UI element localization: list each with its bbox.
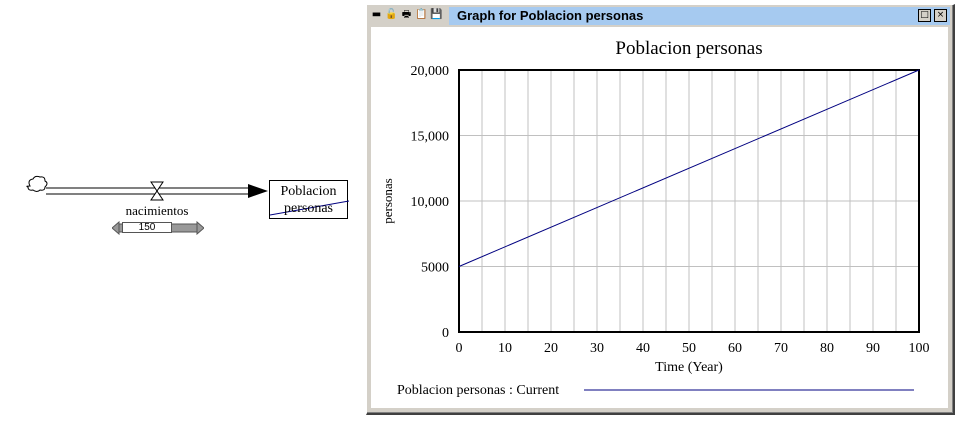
plot-frame [458,69,920,333]
lock-icon[interactable]: 🔓 [385,9,398,20]
graph-window: ▬ 🔓 🖶 📋 💾 Graph for Poblacion personas □… [366,4,955,415]
nacimientos-slider[interactable]: 150 [112,221,204,235]
graph-window-title: Graph for Poblacion personas [457,8,644,23]
stock-flow-diagram: Poblacion personas nacimientos 150 [0,0,360,421]
flow-pipe [46,184,268,198]
graph-toolbar: ▬ 🔓 🖶 📋 💾 [369,7,449,25]
stock-label: Poblacion personas [280,184,337,216]
copy-icon[interactable]: 📋 [415,9,428,20]
valve-icon[interactable] [150,181,164,201]
y-tick-label: 5000 [421,261,449,276]
x-tick-label: 80 [820,341,834,356]
stock-sparkline [270,200,349,216]
x-tick-label: 70 [774,341,788,356]
x-tick-label: 10 [498,341,512,356]
slider-value[interactable]: 150 [122,222,172,233]
y-tick-label: 0 [442,326,449,341]
x-tick-label: 100 [909,341,930,356]
y-tick-label: 20,000 [411,64,450,79]
graph-title-bar[interactable]: ▬ 🔓 🖶 📋 💾 Graph for Poblacion personas □… [369,7,950,25]
close-button[interactable]: × [934,9,947,22]
save-icon[interactable]: 💾 [430,9,443,20]
x-tick-label: 0 [456,341,463,356]
stock-poblacion-personas[interactable]: Poblacion personas [269,180,349,219]
x-tick-label: 30 [590,341,604,356]
y-tick-label: 15,000 [411,130,450,145]
series-line [458,69,920,267]
cloud-source-icon [26,175,48,192]
line-chart: Poblacion personas 0 10 20 30 40 50 60 70 80 90 100… [380,38,930,398]
flow-label-nacimientos: nacimientos [125,203,189,218]
graph-title-strip: Graph for Poblacion personas □ × [449,7,950,25]
x-tick-label: 40 [636,341,650,356]
y-tick-label: 10,000 [411,195,450,210]
print-icon[interactable]: 🖶 [401,9,412,20]
x-tick-label: 60 [728,341,742,356]
graph-panel: Poblacion personas 0 10 20 30 40 50 60 70 80 90 100… [371,27,948,408]
x-axis-label: Time (Year) [655,360,723,375]
x-tick-label: 20 [544,341,558,356]
chart-title: Poblacion personas [615,38,762,59]
x-tick-label: 90 [866,341,880,356]
restore-button[interactable]: □ [918,9,931,22]
x-tick-label: 50 [682,341,696,356]
y-axis-label: personas [380,178,395,224]
legend-label: Poblacion personas : Current [397,383,559,398]
flow-pipe-canvas [26,175,268,201]
minimize-bar-icon[interactable]: ▬ [371,9,382,20]
